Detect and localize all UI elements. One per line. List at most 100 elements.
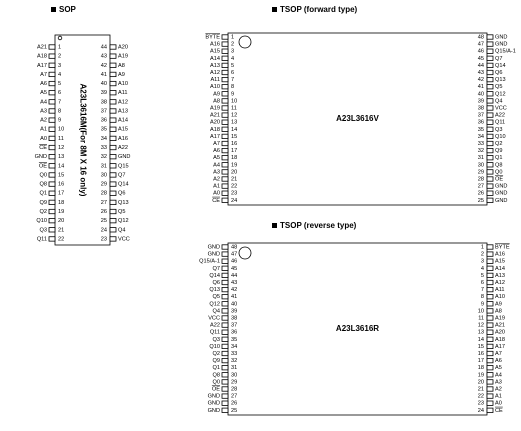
pin-label: A17 [210,134,220,140]
pin-label: A21 [495,323,505,329]
pin-number: 38 [478,105,484,111]
pin-label: A1 [40,127,47,133]
pin-number: 26 [231,401,237,407]
pin-stub [221,34,229,40]
pin-number: 8 [231,84,234,90]
pin-stub [221,197,229,203]
pin-number: 30 [478,162,484,168]
pin-label: A4 [40,99,47,105]
pin-number: 21 [478,386,484,392]
pin-number: 24 [231,198,237,204]
pin-number: 22 [478,394,484,400]
pin-number: 39 [101,90,107,96]
pin-label: Q8 [495,162,502,168]
pin-number: 43 [101,54,107,60]
pin-stub [486,147,494,154]
pin-number: 10 [478,308,484,314]
pin-label: A2 [40,118,47,124]
pin-stub [486,322,494,328]
pin-stub [221,322,229,328]
pin-number: 5 [58,81,61,87]
pin-label: A5 [495,365,502,371]
pin-number: 34 [231,344,237,350]
pin-stub [486,265,494,271]
pin-stub [109,163,117,169]
pin-stub [48,208,56,215]
pin-stub [486,315,494,321]
pin-label: Q4 [495,98,502,104]
pin-stub [221,301,229,307]
pin-number: 9 [231,91,234,97]
pin-number: 6 [58,90,61,96]
pin-number: 48 [231,244,237,250]
pin-stub [109,199,117,205]
pin-number: 33 [101,145,107,151]
pin-number: 6 [231,70,234,76]
pin-label: A2 [213,176,220,182]
pin-stub [221,62,229,69]
pin-number: 31 [231,365,237,371]
pin-number: 46 [478,49,484,55]
pin-number: 27 [101,200,107,206]
pin-stub [221,105,229,111]
pin-number: 9 [481,301,484,307]
pin-label: VCC [208,315,220,321]
pin-label: CE [212,198,220,204]
pin-stub [486,34,494,40]
pin-label: A9 [495,301,502,307]
pin-number: 33 [231,351,237,357]
pin-label: A20 [210,120,220,126]
chip-body [227,32,488,206]
pin-label: A10 [118,81,128,87]
pin-number: 11 [478,315,484,321]
pin-number: 37 [231,323,237,329]
pin-stub [221,119,229,125]
pin-label: BYTE [495,244,510,250]
pin-label: GND [495,184,507,190]
pin-stub [109,71,117,78]
pin-label: A13 [495,273,505,279]
pin-number: 27 [478,184,484,190]
pin-stub [221,350,229,357]
pin-number: 35 [231,337,237,343]
pin-label: Q11 [495,120,505,126]
pin-label: A16 [210,42,220,48]
section-title: TSOP (forward type) [280,5,358,14]
pin-label: A22 [495,113,505,119]
pin-stub [486,294,494,300]
pin-label: A13 [210,63,220,69]
pin-label: A12 [118,99,128,105]
pin-stub [221,336,229,342]
pin-stub [109,190,117,196]
pin-label: Q2 [40,209,47,215]
pin-stub [221,279,229,286]
pin-label: A4 [213,162,220,168]
pin-number: 16 [58,182,64,188]
pin-label: GND [208,394,220,400]
part-number: A23L3616V [336,114,379,123]
pin-stub [109,117,117,123]
pin-number: 14 [58,163,64,169]
pin-stub [486,279,494,286]
pin-stub [48,144,56,151]
pin-stub [486,393,494,399]
pin-number: 35 [478,127,484,133]
pin-number: 39 [231,308,237,314]
pin-stub [486,329,494,335]
pin-stub [221,55,229,61]
pin-label: A10 [210,84,220,90]
pin-number: 40 [231,301,237,307]
pin-stub [486,183,494,189]
pin-label: GND [208,252,220,258]
pin-label: Q15/A-1 [495,49,516,55]
pin-number: 3 [231,49,234,55]
pin-stub [109,53,117,59]
pin-stub [486,258,494,264]
pin-label: VCC [118,236,130,242]
pin-label: Q14 [118,182,129,188]
pin-number: 26 [101,209,107,215]
pin-stub [486,84,494,90]
pin-number: 29 [231,379,237,385]
pin-number: 35 [101,127,107,133]
pin-stub [48,181,56,187]
